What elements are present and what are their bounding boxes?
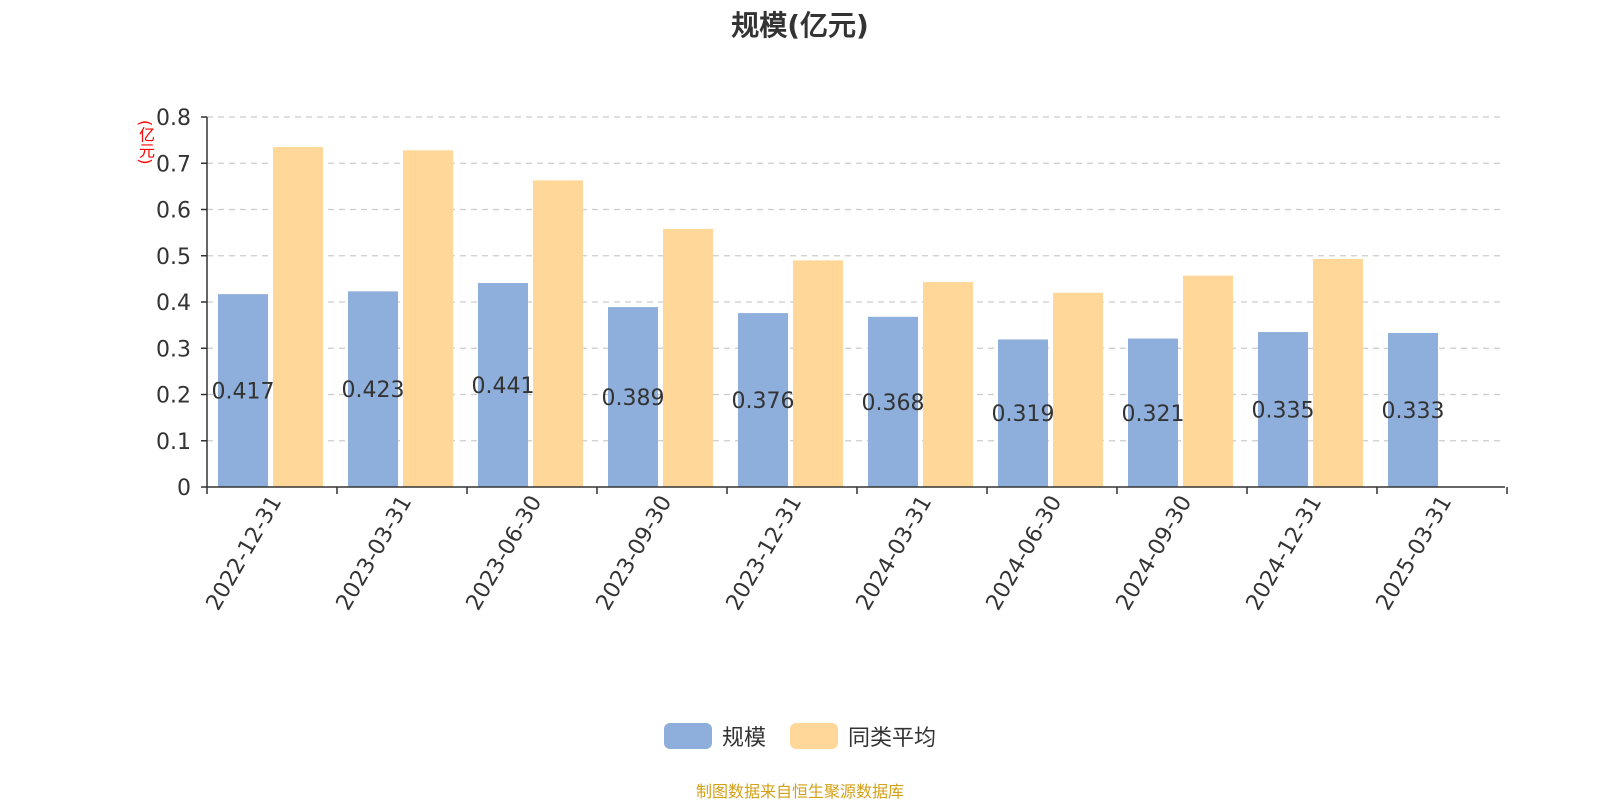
bar-peer-average	[403, 150, 453, 488]
bar-scale	[348, 291, 398, 487]
bar-peer-average	[1183, 275, 1233, 487]
bar-peer-average	[1313, 258, 1363, 487]
y-tick-label: 0.5	[156, 245, 191, 270]
data-label-scale: 0.417	[212, 380, 275, 405]
y-tick-label: 0.1	[156, 430, 191, 455]
x-tick-label: 2024-12-31	[1242, 492, 1328, 615]
x-tick-label: 2022-12-31	[202, 492, 288, 615]
x-tick-label: 2023-09-30	[592, 492, 678, 615]
y-tick-label: 0.3	[156, 337, 191, 362]
x-tick-label: 2024-03-31	[852, 492, 938, 615]
bar-scale	[1388, 332, 1438, 487]
legend-label-scale: 规模	[721, 726, 766, 751]
bar-scale	[738, 313, 788, 487]
data-source-note: 制图数据来自恒生聚源数据库	[695, 782, 904, 801]
x-tick-label: 2025-03-31	[1372, 492, 1458, 615]
y-tick-label: 0.8	[156, 106, 191, 131]
x-tick-label: 2023-12-31	[722, 492, 808, 615]
y-tick-label: 0.4	[156, 291, 191, 316]
y-axis-unit-label: (亿元)	[136, 120, 155, 165]
legend-item-scale[interactable]: 规模	[663, 720, 766, 752]
legend-item-peer-average[interactable]: 同类平均	[790, 720, 936, 752]
bars	[218, 147, 1438, 488]
data-label-scale: 0.333	[1382, 399, 1445, 424]
bar-peer-average	[663, 228, 713, 488]
x-tick-labels: 2022-12-31 2023-03-31 2023-06-30 2023-09-30…	[202, 492, 1458, 615]
bar-peer-average	[273, 147, 323, 487]
bar-scale	[608, 307, 658, 487]
y-tick-label: 0.6	[156, 199, 191, 224]
bar-scale	[868, 316, 918, 487]
bar-peer-average	[793, 260, 843, 487]
axes	[201, 116, 1508, 494]
bar-scale	[1258, 332, 1308, 487]
y-tick-labels: 0 0.1 0.2 0.3 0.4 0.5 0.6 0.7 0.8	[156, 106, 191, 501]
data-label-scale: 0.376	[732, 389, 795, 414]
data-label-scale: 0.321	[1122, 402, 1185, 427]
x-tick-label: 2023-06-30	[462, 492, 548, 615]
bar-peer-average	[1053, 292, 1103, 487]
y-tick-label: 0.2	[156, 384, 191, 409]
bar-scale	[478, 283, 528, 487]
x-tick-label: 2023-03-31	[332, 492, 418, 615]
chart-title: 规模(亿元)	[731, 9, 869, 42]
bar-scale	[218, 294, 268, 487]
data-label-scale: 0.319	[992, 402, 1055, 427]
legend-swatch-peer-average	[790, 723, 838, 749]
y-tick-label: 0.7	[156, 152, 191, 177]
bar-scale	[1128, 338, 1178, 487]
data-label-scale: 0.389	[602, 386, 665, 411]
y-tick-label: 0	[177, 476, 191, 501]
data-label-scale: 0.368	[862, 391, 925, 416]
x-tick-label: 2024-09-30	[1112, 492, 1198, 615]
data-label-scale: 0.423	[342, 378, 405, 403]
bar-scale	[998, 339, 1048, 487]
legend-label-peer-average: 同类平均	[848, 726, 937, 751]
data-labels: 0.417 0.423 0.441 0.389 0.376 0.368 0.319 0.321…	[212, 374, 1445, 427]
x-tick-label: 2024-06-30	[982, 492, 1068, 615]
bar-chart: 0 0.1 0.2 0.3 0.4 0.5 0.6 0.7 0.8 2022-12-31 2023…	[156, 106, 1508, 615]
data-label-scale: 0.335	[1252, 399, 1315, 424]
legend: 规模 同类平均	[0, 720, 1600, 752]
bar-peer-average	[923, 282, 973, 487]
legend-swatch-scale	[663, 723, 712, 749]
bar-peer-average	[533, 180, 583, 488]
data-label-scale: 0.441	[472, 374, 535, 399]
